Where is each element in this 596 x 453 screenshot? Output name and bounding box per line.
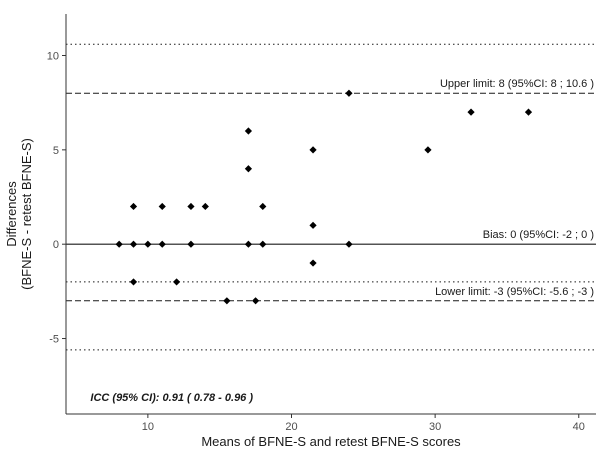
data-point-23 (424, 146, 432, 154)
data-point-13 (244, 165, 253, 173)
y-tick-label: -5 (49, 334, 59, 346)
data-point-10 (201, 202, 209, 211)
x-tick-label: 10 (142, 421, 154, 433)
data-point-17 (259, 240, 267, 248)
data-point-24 (467, 108, 475, 116)
axes: -5 0 5 10 10 20 30 40 (47, 14, 596, 433)
x-tick-label: 30 (429, 421, 441, 433)
reference-lines (66, 43, 596, 351)
data-point-22 (345, 240, 353, 248)
x-axis-title: Means of BFNE-S and retest BFNE-S scores (201, 434, 461, 449)
data-point-14 (244, 240, 253, 248)
x-tick-label: 20 (285, 421, 297, 433)
data-point-5 (158, 240, 166, 248)
data-point-9 (187, 202, 195, 211)
x-tick-label: 40 (573, 421, 585, 433)
data-point-21 (345, 89, 353, 97)
data-point-16 (259, 202, 267, 211)
y-tick-label: 10 (47, 51, 59, 63)
data-point-1 (129, 240, 138, 248)
data-point-8 (187, 240, 195, 248)
data-point-18 (309, 146, 317, 154)
data-point-19 (309, 221, 317, 229)
data-point-6 (158, 202, 166, 211)
data-point-20 (309, 259, 317, 267)
data-point-25 (524, 108, 533, 116)
y-axis-title-line1: Differences (4, 181, 19, 247)
icc-annotation: ICC (95% CI): 0.91 ( 0.78 - 0.96 ) (90, 392, 253, 404)
y-axis-title-line2: (BFNE-S - retest BFNE-S) (19, 138, 34, 290)
data-point-0 (115, 240, 123, 248)
data-points (115, 89, 533, 305)
data-point-15 (251, 297, 260, 305)
annotation-bias: Bias: 0 (95%CI: -2 ; 0 ) (483, 229, 594, 241)
data-point-3 (129, 278, 138, 286)
data-point-7 (172, 278, 181, 286)
annotation-lower-limit: Lower limit: -3 (95%CI: -5.6 ; -3 ) (435, 286, 594, 298)
data-point-11 (223, 297, 231, 305)
data-point-2 (129, 202, 138, 211)
data-point-4 (144, 240, 152, 248)
y-tick-label: 0 (53, 239, 59, 251)
y-tick-label: 5 (53, 145, 59, 157)
data-point-12 (244, 127, 253, 135)
annotation-upper-limit: Upper limit: 8 (95%CI: 8 ; 10.6 ) (440, 78, 594, 90)
